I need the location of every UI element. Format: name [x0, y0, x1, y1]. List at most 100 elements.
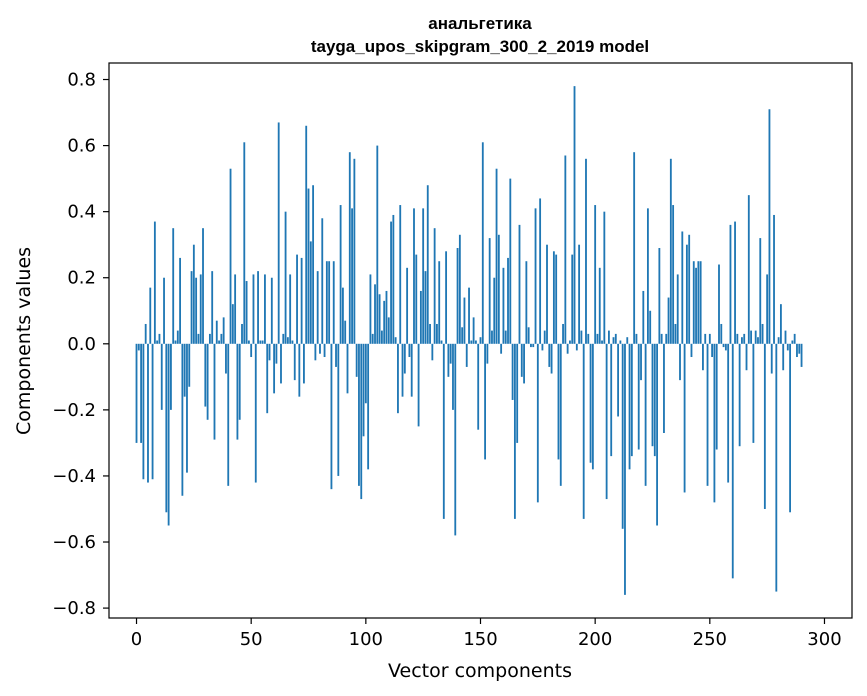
bar	[140, 343, 143, 443]
bar	[307, 188, 310, 344]
bar	[608, 330, 610, 344]
bar	[211, 271, 214, 344]
bar	[319, 343, 321, 354]
bar	[741, 337, 743, 344]
bar	[585, 158, 587, 344]
bar	[513, 343, 516, 519]
bar	[633, 152, 636, 344]
bar	[539, 198, 542, 344]
bar	[252, 274, 255, 344]
bar	[273, 343, 276, 394]
bar	[571, 254, 574, 344]
bar	[552, 251, 555, 344]
bar	[653, 343, 656, 457]
bar	[195, 277, 198, 344]
bar	[286, 337, 289, 344]
bar	[449, 343, 452, 364]
bar	[183, 343, 186, 397]
bar	[156, 340, 159, 344]
bar	[163, 277, 165, 344]
bar	[417, 343, 420, 427]
bar	[800, 343, 803, 367]
bar	[282, 333, 285, 344]
bar	[468, 287, 470, 344]
bar	[153, 221, 156, 344]
bar	[197, 333, 200, 344]
bar	[674, 323, 677, 344]
bar	[445, 251, 448, 344]
bar	[270, 277, 273, 344]
bar	[202, 228, 204, 344]
bar	[470, 340, 473, 344]
bar	[250, 343, 253, 358]
y-tick-label: 0.2	[67, 268, 96, 289]
bar	[165, 343, 168, 513]
bar	[335, 343, 337, 367]
y-tick-label: 0.4	[67, 202, 96, 223]
bar	[222, 317, 225, 344]
bar	[371, 333, 374, 344]
bar	[447, 343, 450, 377]
bar	[511, 343, 514, 400]
bar	[706, 343, 709, 486]
bar	[685, 244, 688, 344]
bar	[215, 320, 218, 344]
bar	[562, 323, 564, 344]
bar	[624, 343, 626, 595]
bar	[536, 343, 539, 503]
bar	[458, 234, 461, 344]
bar	[589, 343, 592, 463]
bar	[330, 343, 333, 490]
bar	[321, 218, 324, 344]
bar	[601, 340, 603, 344]
bar	[408, 343, 411, 358]
bar	[619, 340, 622, 344]
bar	[605, 343, 608, 500]
bar	[598, 267, 601, 344]
bar	[316, 271, 319, 344]
bar	[151, 343, 154, 480]
bar	[779, 304, 782, 344]
bar	[477, 343, 480, 430]
bar	[757, 337, 759, 344]
bar	[213, 343, 216, 440]
y-tick-label: 0.0	[67, 334, 96, 355]
bar	[172, 228, 175, 344]
bar	[555, 254, 558, 344]
bar	[277, 122, 280, 344]
bar	[355, 343, 358, 377]
y-axis-label: Components values	[13, 247, 35, 435]
bar	[303, 343, 305, 384]
bar	[424, 271, 427, 344]
bar	[390, 221, 392, 344]
bar	[328, 261, 331, 344]
bar	[761, 323, 764, 344]
bar	[186, 343, 188, 473]
bar	[566, 343, 569, 354]
bar	[234, 274, 237, 344]
bar	[658, 248, 661, 344]
bar	[440, 340, 443, 344]
x-tick-label: 200	[578, 629, 612, 650]
bar	[149, 287, 152, 344]
x-tick-label: 50	[240, 629, 263, 650]
bar	[142, 343, 145, 480]
bar	[681, 231, 684, 344]
x-axis-label: Vector components	[388, 660, 572, 682]
bar	[238, 343, 241, 420]
bar	[628, 343, 631, 470]
bar	[367, 343, 370, 470]
bar	[339, 205, 342, 344]
bar	[309, 241, 312, 344]
bar	[415, 254, 418, 344]
bar	[715, 343, 718, 450]
bar	[768, 109, 771, 344]
bar	[385, 290, 388, 344]
bar	[557, 343, 560, 460]
bar	[369, 274, 372, 344]
chart-title-line-1: анальгетика	[428, 14, 532, 33]
bar	[502, 267, 505, 344]
bar	[711, 343, 714, 358]
bar	[731, 343, 734, 579]
bar	[147, 343, 149, 483]
